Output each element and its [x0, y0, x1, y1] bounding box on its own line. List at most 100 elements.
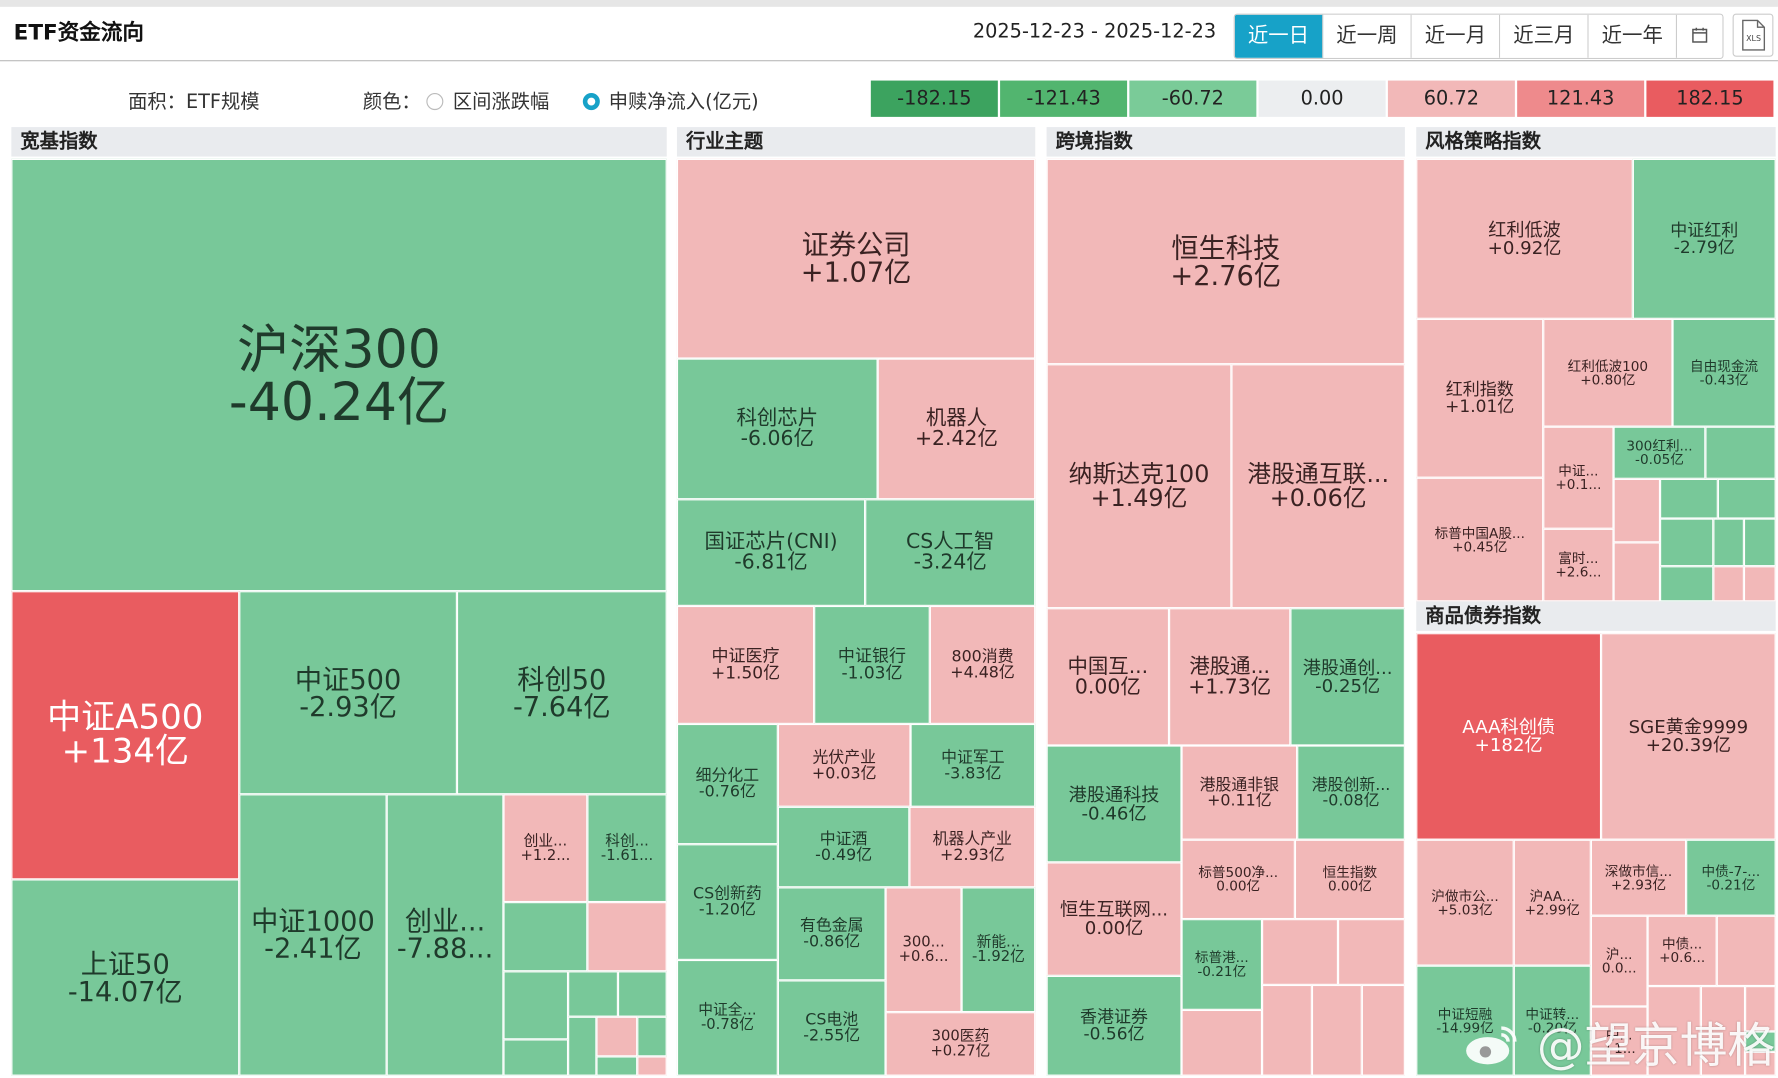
treemap-cell[interactable]: [637, 1016, 667, 1057]
treemap-cell[interactable]: [587, 902, 667, 972]
radio-price-change[interactable]: [426, 93, 444, 111]
treemap-cell[interactable]: CS人工智 -3.24亿: [865, 499, 1036, 606]
treemap-cell[interactable]: 细分化工 -0.76亿: [676, 723, 778, 845]
treemap-cell[interactable]: 中证转... -0.20亿: [1513, 965, 1591, 1076]
treemap-cell[interactable]: 标普港... -0.21亿: [1181, 919, 1263, 1010]
treemap-cell[interactable]: [1338, 919, 1405, 985]
treemap-cell[interactable]: 标普500净... 0.00亿: [1181, 839, 1295, 920]
treemap-cell[interactable]: 沪... 0.0...: [1590, 915, 1648, 1007]
treemap-cell[interactable]: 港股通创... -0.25亿: [1290, 608, 1405, 746]
treemap-cell[interactable]: 机器人 +2.42亿: [877, 358, 1036, 500]
treemap-cell[interactable]: 科创50 -7.64亿: [456, 591, 667, 795]
tab-1w[interactable]: 近一周: [1323, 14, 1412, 58]
treemap-cell[interactable]: 上证50 -14.07亿: [11, 879, 240, 1076]
treemap-cell[interactable]: 沪深300 -40.24亿: [11, 158, 667, 592]
export-xls-button[interactable]: XLS: [1732, 13, 1774, 57]
treemap-cell[interactable]: [637, 1056, 667, 1076]
tab-1d[interactable]: 近一日: [1234, 14, 1324, 58]
treemap-cell[interactable]: 红利低波 +0.92亿: [1416, 158, 1633, 319]
treemap-cell[interactable]: 深做市信... +2.93亿: [1590, 839, 1687, 916]
treemap-cell[interactable]: 中证军工 -3.83亿: [910, 723, 1036, 807]
treemap-cell[interactable]: 科创... -1.61...: [587, 794, 667, 903]
treemap-cell[interactable]: 中证1000 -2.41亿: [239, 794, 387, 1076]
tab-1y[interactable]: 近一年: [1588, 14, 1678, 58]
treemap-cell[interactable]: 恒生互联网... 0.00亿: [1046, 862, 1182, 976]
treemap-cell[interactable]: [1713, 518, 1744, 567]
treemap-cell[interactable]: [596, 1016, 638, 1057]
treemap-cell[interactable]: 300医药 +0.27亿: [885, 1012, 1036, 1076]
treemap-cell[interactable]: 香港证券 -0.56亿: [1046, 975, 1182, 1076]
treemap-cell[interactable]: [1181, 1009, 1263, 1076]
treemap-cell[interactable]: 中证医疗 +1.50亿: [676, 605, 815, 724]
treemap-cell[interactable]: CS创新药 -1.20亿: [676, 844, 778, 960]
treemap-cell[interactable]: 光伏产业 +0.03亿: [777, 723, 911, 807]
treemap-cell[interactable]: [1717, 478, 1776, 519]
radio-price-change-label[interactable]: 区间涨跌幅: [452, 90, 550, 114]
treemap-cell[interactable]: 证券公司 +1.07亿: [676, 158, 1036, 359]
treemap-cell[interactable]: 科创芯片 -6.06亿: [676, 358, 878, 500]
treemap-cell[interactable]: [1705, 426, 1776, 479]
treemap-cell[interactable]: 中证酒 -0.49亿: [777, 806, 910, 888]
treemap-cell[interactable]: 中国互... 0.00亿: [1046, 608, 1170, 746]
treemap-cell[interactable]: [1745, 986, 1776, 1032]
treemap-cell[interactable]: [1262, 919, 1339, 985]
treemap-cell[interactable]: [1262, 984, 1312, 1076]
date-range[interactable]: 2025-12-23 - 2025-12-23: [972, 20, 1217, 44]
treemap-cell[interactable]: 港股通非银 +0.11亿: [1181, 745, 1298, 840]
treemap-cell[interactable]: [596, 1056, 638, 1076]
treemap-cell[interactable]: [1660, 566, 1714, 602]
treemap-cell[interactable]: 自由现金流 -0.43亿: [1672, 318, 1776, 427]
treemap-cell[interactable]: [1647, 986, 1701, 1076]
treemap-cell[interactable]: [1613, 542, 1661, 602]
treemap-cell[interactable]: 沪做市公... +5.03亿: [1416, 839, 1514, 966]
treemap-cell[interactable]: 中债-7-... -0.21亿: [1686, 839, 1776, 916]
treemap-cell[interactable]: 中证500 -2.93亿: [239, 591, 457, 795]
treemap-cell[interactable]: 恒生指数 0.00亿: [1294, 839, 1405, 920]
treemap-cell[interactable]: 创业... -7.88...: [386, 794, 504, 1076]
treemap-cell[interactable]: 港股通科技 -0.46亿: [1046, 745, 1182, 863]
treemap-cell[interactable]: [1311, 984, 1362, 1076]
treemap-cell[interactable]: [503, 1039, 569, 1076]
treemap-cell[interactable]: 港股通互联... +0.06亿: [1231, 364, 1405, 609]
radio-net-inflow[interactable]: [582, 93, 600, 111]
treemap-cell[interactable]: [1700, 986, 1746, 1076]
treemap-cell[interactable]: 800消费 +4.48亿: [929, 605, 1036, 724]
radio-net-inflow-label[interactable]: 申赎净流入(亿元): [608, 90, 759, 114]
treemap-cell[interactable]: 纳斯达克100 +1.49亿: [1046, 364, 1232, 609]
treemap-cell[interactable]: 新能... -1.92亿: [961, 887, 1036, 1013]
treemap-cell[interactable]: 300... +0.6...: [885, 887, 962, 1013]
treemap-cell[interactable]: [1660, 478, 1718, 519]
treemap-cell[interactable]: 国证芯片(CNI) -6.81亿: [676, 499, 866, 606]
treemap-cell[interactable]: 中... +1...: [1590, 1006, 1648, 1076]
treemap-cell[interactable]: 中证全... -0.78亿: [676, 959, 778, 1076]
treemap-cell[interactable]: SGE黄金9999 +20.39亿: [1601, 633, 1776, 840]
treemap-cell[interactable]: [503, 971, 569, 1040]
treemap-cell[interactable]: CS电池 -2.55亿: [777, 980, 886, 1076]
tab-3m[interactable]: 近三月: [1500, 14, 1589, 58]
treemap-cell[interactable]: 标普中国A股... +0.45亿: [1416, 477, 1544, 602]
treemap-cell[interactable]: 300红利... -0.05亿: [1613, 426, 1706, 479]
treemap-cell[interactable]: [1743, 518, 1776, 567]
treemap-cell[interactable]: [1743, 566, 1776, 602]
treemap-cell[interactable]: 中证A500 +134亿: [11, 591, 240, 880]
treemap-cell[interactable]: [1716, 915, 1776, 987]
treemap-cell[interactable]: 港股通... +1.73亿: [1169, 608, 1291, 746]
tab-1m[interactable]: 近一月: [1411, 14, 1501, 58]
treemap-cell[interactable]: 红利指数 +1.01亿: [1416, 318, 1544, 478]
treemap-cell[interactable]: 港股创新... -0.08亿: [1297, 745, 1405, 840]
treemap-cell[interactable]: 沪AA... +2.99亿: [1513, 839, 1591, 966]
treemap-cell[interactable]: [1745, 1051, 1776, 1076]
treemap-cell[interactable]: AAA科创债 +182亿: [1416, 633, 1602, 840]
treemap-cell[interactable]: 中证银行 -1.03亿: [814, 605, 930, 724]
treemap-cell[interactable]: [1613, 478, 1661, 543]
treemap-cell[interactable]: [568, 1016, 597, 1076]
treemap-cell[interactable]: 中债... +0.6...: [1647, 915, 1717, 987]
treemap-cell[interactable]: 中证... +0.1...: [1543, 426, 1614, 529]
treemap-cell[interactable]: [1660, 518, 1714, 567]
treemap-cell[interactable]: [568, 971, 618, 1017]
treemap-cell[interactable]: [1745, 1031, 1776, 1052]
treemap-cell[interactable]: [1361, 984, 1405, 1076]
treemap-cell[interactable]: 恒生科技 +2.76亿: [1046, 158, 1405, 365]
treemap-cell[interactable]: [503, 902, 588, 972]
treemap-cell[interactable]: [617, 971, 667, 1017]
